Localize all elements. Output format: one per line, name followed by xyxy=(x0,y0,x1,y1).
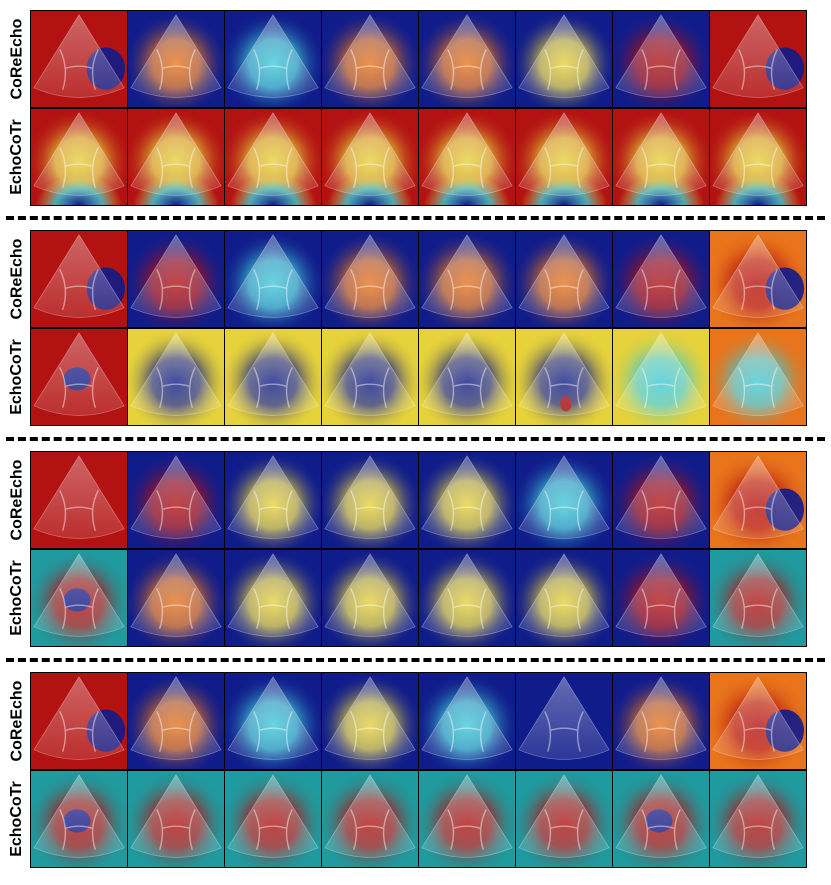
heatmap-tile xyxy=(225,673,321,769)
heatmap-tile xyxy=(128,550,224,646)
heatmap-tile xyxy=(31,231,127,327)
heatmap-tile xyxy=(710,231,806,327)
heatmap-tile xyxy=(710,673,806,769)
heatmap-tile xyxy=(613,673,709,769)
heatmap-row xyxy=(30,549,807,647)
heatmap-tile xyxy=(128,771,224,867)
row-label-coreecho: CoReEcho xyxy=(2,10,32,108)
heatmap-tile xyxy=(31,550,127,646)
heatmap-tile xyxy=(225,231,321,327)
row-label-coreecho: CoReEcho xyxy=(2,451,32,549)
heatmap-tile xyxy=(419,771,515,867)
heatmap-tile xyxy=(613,771,709,867)
heatmap-tile xyxy=(225,452,321,548)
heatmap-tile xyxy=(516,231,612,327)
heatmap-row xyxy=(30,10,807,108)
method-label: EchoCoTr xyxy=(8,339,25,415)
heatmap-tile xyxy=(516,673,612,769)
heatmap-tile xyxy=(128,673,224,769)
heatmap-tile xyxy=(710,550,806,646)
heatmap-tile xyxy=(516,11,612,107)
group-divider xyxy=(6,437,825,441)
heatmap-tile xyxy=(516,771,612,867)
heatmap-tile xyxy=(225,550,321,646)
heatmap-tile xyxy=(128,109,224,205)
heatmap-tile xyxy=(710,11,806,107)
method-label: EchoCoTr xyxy=(8,781,25,857)
heatmap-tile xyxy=(128,329,224,425)
row-label-coreecho: CoReEcho xyxy=(2,230,32,328)
heatmap-tile xyxy=(225,771,321,867)
heatmap-tile xyxy=(225,11,321,107)
heatmap-tile xyxy=(710,771,806,867)
row-label-echocotr: EchoCoTr xyxy=(2,770,32,868)
heatmap-row xyxy=(30,328,807,426)
heatmap-tile xyxy=(613,11,709,107)
heatmap-row xyxy=(30,108,807,206)
heatmap-tile xyxy=(322,452,418,548)
heatmap-tile xyxy=(322,550,418,646)
heatmap-tile xyxy=(225,329,321,425)
heatmap-tile xyxy=(419,673,515,769)
method-label: CoReEcho xyxy=(8,459,25,541)
row-label-echocotr: EchoCoTr xyxy=(2,108,32,206)
heatmap-tile xyxy=(516,452,612,548)
heatmap-tile xyxy=(613,550,709,646)
heatmap-tile xyxy=(322,673,418,769)
heatmap-tile xyxy=(322,329,418,425)
heatmap-row xyxy=(30,230,807,328)
heatmap-row xyxy=(30,451,807,549)
heatmap-tile xyxy=(710,452,806,548)
method-label: CoReEcho xyxy=(8,680,25,762)
method-label: CoReEcho xyxy=(8,18,25,100)
heatmap-tile xyxy=(613,452,709,548)
method-label: CoReEcho xyxy=(8,238,25,320)
heatmap-tile xyxy=(710,329,806,425)
heatmap-tile xyxy=(419,329,515,425)
heatmap-tile xyxy=(322,231,418,327)
heatmap-tile xyxy=(128,452,224,548)
row-label-coreecho: CoReEcho xyxy=(2,672,32,770)
method-label: EchoCoTr xyxy=(8,119,25,195)
row-label-echocotr: EchoCoTr xyxy=(2,328,32,426)
heatmap-tile xyxy=(419,550,515,646)
heatmap-tile xyxy=(128,231,224,327)
heatmap-tile xyxy=(31,771,127,867)
heatmap-tile xyxy=(419,109,515,205)
heatmap-tile xyxy=(322,771,418,867)
heatmap-tile xyxy=(613,329,709,425)
heatmap-tile xyxy=(710,109,806,205)
heatmap-tile xyxy=(31,452,127,548)
heatmap-tile xyxy=(31,109,127,205)
heatmap-tile xyxy=(225,109,321,205)
heatmap-tile xyxy=(419,11,515,107)
method-label: EchoCoTr xyxy=(8,560,25,636)
heatmap-row xyxy=(30,672,807,770)
heatmap-tile xyxy=(128,11,224,107)
heatmap-tile xyxy=(31,11,127,107)
heatmap-tile xyxy=(613,109,709,205)
heatmap-tile xyxy=(613,231,709,327)
group-divider xyxy=(6,658,825,662)
heatmap-tile xyxy=(516,550,612,646)
heatmap-tile xyxy=(322,109,418,205)
heatmap-tile xyxy=(419,231,515,327)
heatmap-tile xyxy=(31,673,127,769)
group-divider xyxy=(6,216,825,220)
heatmap-tile xyxy=(516,329,612,425)
heatmap-tile xyxy=(31,329,127,425)
heatmap-tile xyxy=(322,11,418,107)
row-label-echocotr: EchoCoTr xyxy=(2,549,32,647)
heatmap-tile xyxy=(516,109,612,205)
heatmap-row xyxy=(30,770,807,868)
heatmap-tile xyxy=(419,452,515,548)
